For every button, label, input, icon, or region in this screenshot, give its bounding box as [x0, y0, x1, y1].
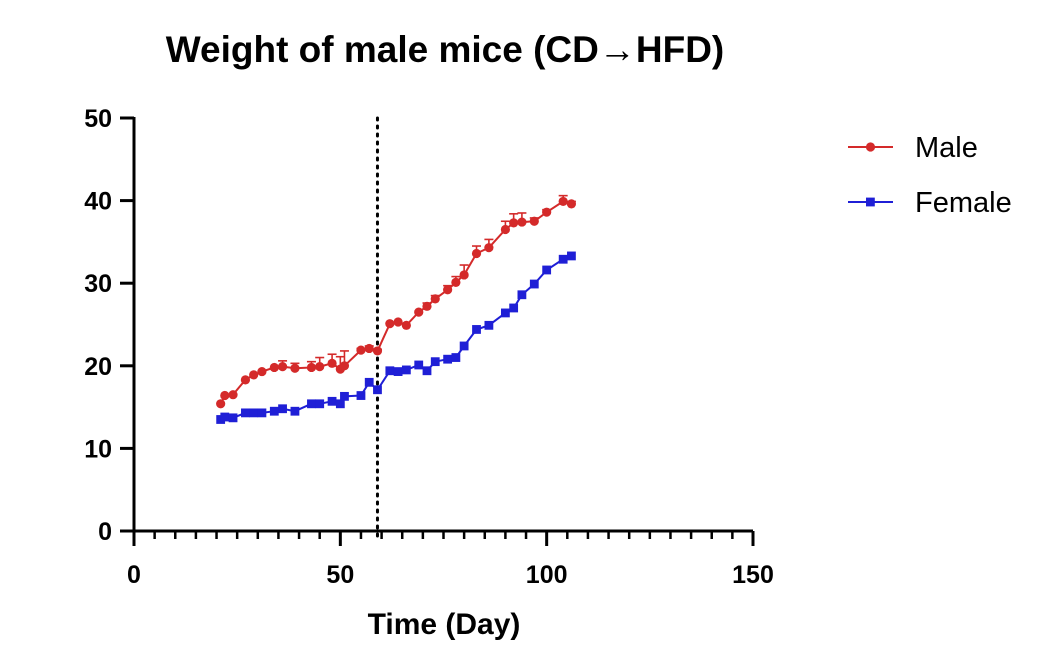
- legend-item-male: Male: [848, 132, 978, 164]
- data-point: [385, 366, 395, 376]
- data-point: [443, 354, 453, 364]
- data-point: [459, 270, 469, 280]
- data-point: [364, 377, 374, 387]
- data-point: [517, 217, 527, 227]
- data-point: [290, 406, 300, 416]
- data-point: [220, 412, 230, 422]
- data-point: [269, 406, 279, 416]
- data-point: [269, 362, 279, 373]
- data-point: [290, 363, 300, 373]
- legend-label: Female: [915, 187, 1012, 219]
- x-tick-label: 50: [326, 561, 354, 589]
- data-point: [216, 399, 226, 409]
- data-point: [401, 365, 411, 375]
- data-point: [542, 265, 552, 275]
- data-point: [422, 366, 432, 376]
- x-tick-label: 0: [127, 561, 141, 589]
- data-point: [500, 224, 510, 235]
- data-point: [249, 370, 259, 380]
- data-point: [501, 308, 510, 318]
- y-tick-label: 50: [84, 105, 112, 133]
- data-point: [471, 248, 482, 259]
- data-point: [517, 290, 527, 300]
- data-point: [558, 196, 568, 207]
- data-point: [307, 399, 316, 409]
- data-point: [364, 343, 374, 354]
- legend-item-female: Female: [848, 187, 1012, 219]
- series-male: [216, 194, 577, 409]
- data-point: [335, 399, 345, 409]
- data-point: [315, 362, 325, 372]
- data-point: [422, 301, 432, 311]
- series-line: [220, 254, 572, 421]
- data-point: [566, 199, 577, 209]
- legend-marker: [865, 142, 876, 152]
- data-point: [414, 307, 424, 317]
- x-tick-label: 150: [732, 561, 774, 589]
- data-point: [327, 396, 337, 406]
- data-point: [472, 325, 481, 334]
- axes: 0 10 20 30 40 50 0 50 100 150: [84, 105, 774, 589]
- data-point: [315, 399, 325, 409]
- data-point: [451, 277, 461, 287]
- data-point: [240, 375, 251, 385]
- y-tick-label: 30: [84, 270, 112, 298]
- data-point: [443, 285, 453, 295]
- y-tick-label: 40: [84, 188, 112, 216]
- x-tick-label: 100: [526, 561, 568, 589]
- data-point: [430, 294, 440, 304]
- data-point: [542, 207, 552, 217]
- data-point: [529, 279, 539, 289]
- series-female: [216, 251, 576, 424]
- y-tick-label: 10: [84, 435, 112, 463]
- y-tick-label: 0: [98, 518, 112, 546]
- data-point: [484, 320, 494, 330]
- data-point: [306, 362, 317, 373]
- data-point: [356, 345, 366, 355]
- y-tick-label: 20: [84, 353, 112, 381]
- data-point: [401, 320, 411, 330]
- legend-marker: [866, 197, 875, 207]
- data-point: [509, 218, 519, 228]
- x-axis-label: Time (Day): [368, 608, 521, 641]
- data-point: [327, 358, 337, 368]
- data-point: [340, 391, 349, 401]
- chart-title: Weight of male mice (CD→HFD): [166, 29, 724, 70]
- data-point: [339, 361, 350, 371]
- data-point: [241, 408, 250, 418]
- data-point: [249, 408, 259, 418]
- data-point: [228, 413, 238, 423]
- data-point: [484, 243, 494, 253]
- data-point: [567, 251, 576, 261]
- data-point: [393, 317, 403, 327]
- data-point: [373, 385, 382, 395]
- data-point: [459, 341, 469, 351]
- data-point: [220, 390, 230, 401]
- data-point: [356, 391, 366, 400]
- data-point: [393, 367, 403, 376]
- data-point: [257, 408, 267, 418]
- data-point: [430, 357, 440, 367]
- data-point: [509, 303, 519, 313]
- data-point: [277, 362, 288, 372]
- data-point: [558, 254, 568, 264]
- data-point: [529, 216, 539, 226]
- data-point: [228, 390, 238, 400]
- data-point: [372, 346, 383, 356]
- legend-label: Male: [915, 132, 978, 164]
- data-point: [451, 353, 461, 362]
- plot-area: [216, 116, 577, 543]
- legend: Male Female: [848, 132, 1012, 219]
- data-point: [257, 366, 267, 377]
- data-point: [414, 360, 424, 370]
- data-point: [278, 404, 287, 414]
- data-point: [385, 319, 395, 329]
